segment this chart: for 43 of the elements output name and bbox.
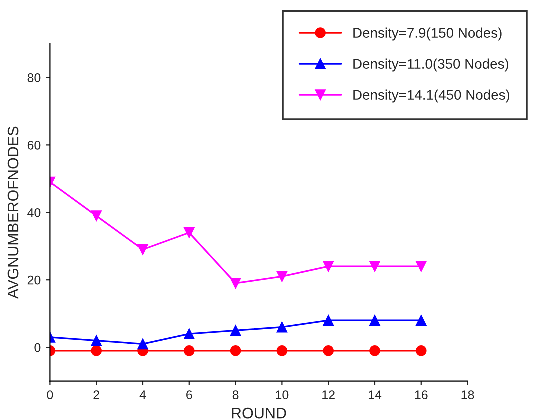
y-axis-title: AVGNUMBEROFNODES: [8, 126, 19, 300]
point: [416, 315, 427, 326]
legend-label: Density=11.0(350 Nodes): [354, 58, 509, 72]
x-tick-label: 0: [47, 390, 54, 400]
point: [91, 346, 102, 356]
point: [184, 228, 195, 238]
x-axis-title: ROUND: [232, 408, 286, 419]
x-tick-label: 14: [368, 390, 382, 400]
point: [230, 278, 242, 289]
point: [138, 244, 148, 256]
point: [91, 335, 102, 346]
x-tick-label: 12: [322, 390, 335, 400]
point: [276, 322, 288, 333]
y-tick-label: 60: [28, 140, 41, 150]
y-tick-label: 20: [28, 276, 41, 285]
point: [91, 210, 102, 222]
point: [370, 261, 380, 272]
point: [138, 338, 148, 350]
x-tick-label: 16: [415, 390, 428, 400]
x-tick-label: 18: [462, 390, 474, 400]
point: [230, 346, 242, 356]
point: [184, 346, 195, 356]
x-tick-label: 2: [94, 390, 100, 400]
point: [276, 346, 288, 356]
point: [184, 328, 195, 340]
point: [370, 346, 380, 356]
x-tick-label: 6: [186, 390, 192, 400]
x-tick-label: 10: [276, 390, 289, 400]
legend-label: Density=14.1(450 Nodes): [354, 90, 510, 103]
x-tick-label: 8: [232, 390, 239, 400]
point: [323, 261, 334, 272]
point: [370, 315, 380, 326]
y-tick-label: 0: [34, 343, 41, 352]
point: [416, 346, 427, 356]
legend-label: Density=7.9(150 Nodes): [354, 28, 502, 41]
point: [323, 346, 334, 356]
y-tick-label: 40: [28, 208, 41, 218]
point: [323, 315, 334, 326]
point: [276, 271, 288, 282]
point: [416, 261, 427, 272]
point: [230, 325, 242, 336]
x-tick-label: 4: [140, 390, 146, 400]
y-tick-label: 80: [28, 74, 41, 82]
